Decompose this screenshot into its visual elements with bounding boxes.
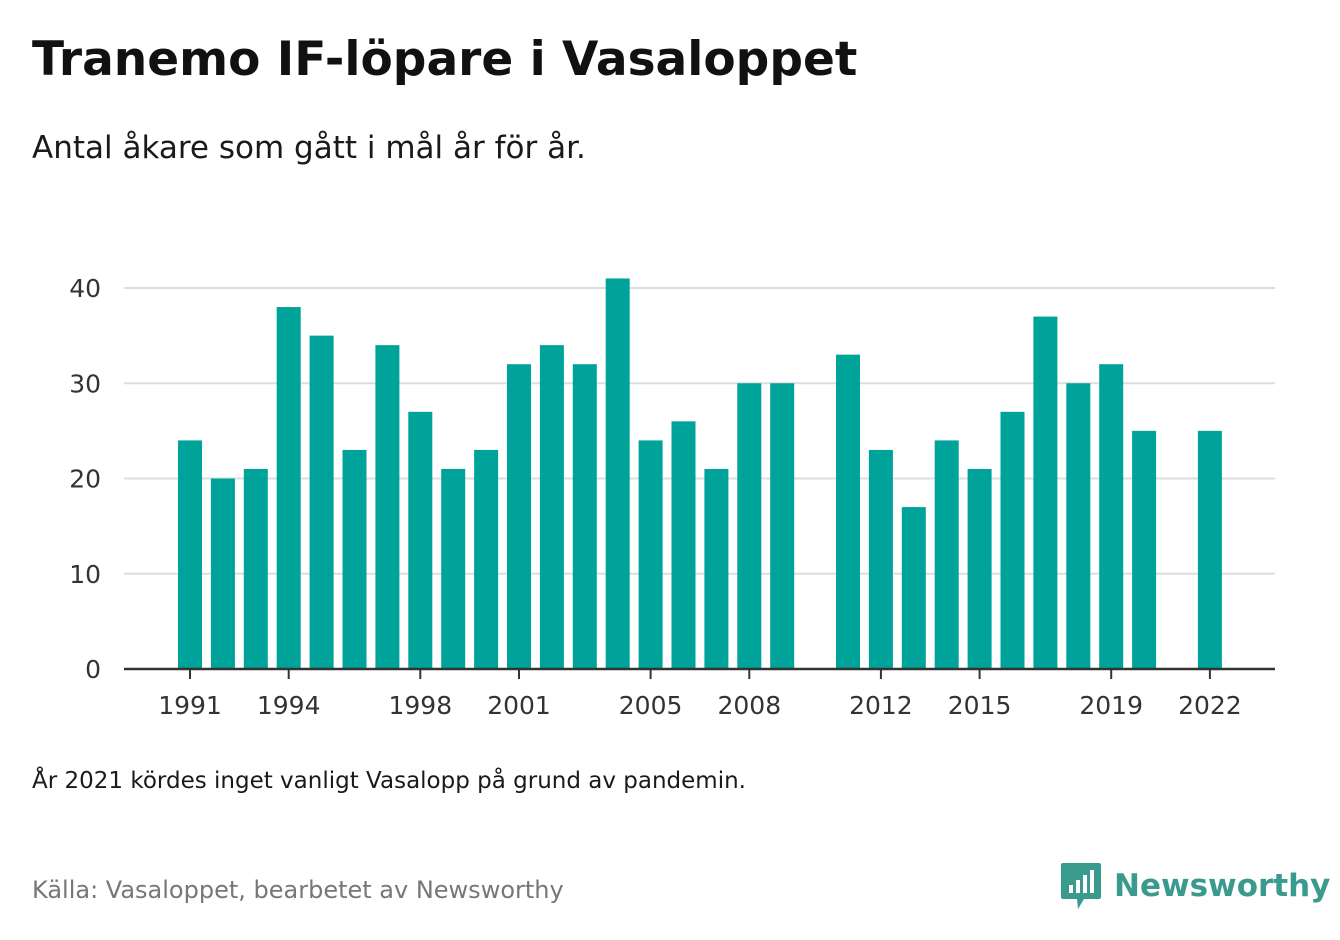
bar-2019 — [1099, 364, 1124, 669]
bar-2022 — [1197, 430, 1222, 669]
bar-1994 — [276, 307, 301, 669]
bar-1993 — [243, 468, 268, 669]
bar-2015 — [967, 468, 992, 669]
y-tick-label: 30 — [69, 369, 101, 398]
bar-2016 — [1000, 411, 1025, 669]
x-tick-label: 2015 — [948, 691, 1012, 720]
bar-2005 — [638, 440, 663, 669]
tick-labels: 0 10 20 30 40 1991 1994 1998 2001 2005 2008 2012 201… — [69, 274, 1242, 720]
bar-2012 — [868, 449, 893, 669]
y-tick-label: 20 — [69, 465, 101, 494]
bar-1992 — [210, 478, 235, 669]
bar-1995 — [309, 335, 334, 669]
axes — [124, 667, 1275, 679]
x-tick-label: 2008 — [717, 691, 781, 720]
bar-2001 — [507, 364, 531, 669]
bar-2009 — [770, 383, 795, 669]
bar-2003 — [572, 364, 597, 669]
bar-2017 — [1033, 316, 1058, 669]
logo-text: Newsworthy — [1114, 868, 1331, 904]
source-credit: Källa: Vasaloppet, bearbetet av Newswort… — [32, 876, 564, 904]
x-tick-label: 1998 — [388, 691, 452, 720]
chart-subtitle: Antal åkare som gått i mål år för år. — [32, 130, 586, 166]
bar-2006 — [671, 421, 696, 669]
x-tick-label: 2022 — [1178, 691, 1242, 720]
bar-chart: 0 10 20 30 40 1991 1994 1998 2001 2005 2008 2012 201… — [69, 274, 1275, 720]
footnote: År 2021 kördes inget vanligt Vasalopp på… — [32, 768, 746, 794]
bar-1997 — [375, 345, 400, 669]
bar-1998 — [408, 411, 433, 669]
bars — [178, 278, 1222, 669]
x-tick-label: 1994 — [257, 691, 321, 720]
bar-2011 — [836, 354, 860, 669]
y-tick-label: 0 — [85, 655, 101, 684]
bar-2013 — [901, 507, 926, 669]
bar-2004 — [605, 278, 630, 669]
bar-2020 — [1132, 430, 1157, 669]
bar-1991 — [178, 440, 202, 669]
bar-2002 — [539, 345, 564, 669]
bar-2007 — [704, 468, 729, 669]
newsworthy-logo: Newsworthy — [1060, 860, 1330, 912]
newsworthy-bar-chart-icon — [1061, 863, 1101, 909]
bar-1999 — [441, 468, 466, 669]
y-tick-label: 10 — [69, 560, 101, 589]
chart-title: Tranemo IF-löpare i Vasaloppet — [32, 32, 858, 87]
x-tick-label: 2012 — [849, 691, 913, 720]
x-tick-label: 2001 — [487, 691, 551, 720]
bar-1996 — [342, 449, 367, 669]
bar-2008 — [737, 383, 762, 669]
y-tick-label: 40 — [69, 274, 101, 303]
x-tick-label: 1991 — [158, 691, 222, 720]
bar-2000 — [474, 449, 499, 669]
x-tick-label: 2019 — [1079, 691, 1143, 720]
bar-2014 — [934, 440, 959, 669]
x-tick-label: 2005 — [619, 691, 683, 720]
bar-2018 — [1066, 383, 1091, 669]
